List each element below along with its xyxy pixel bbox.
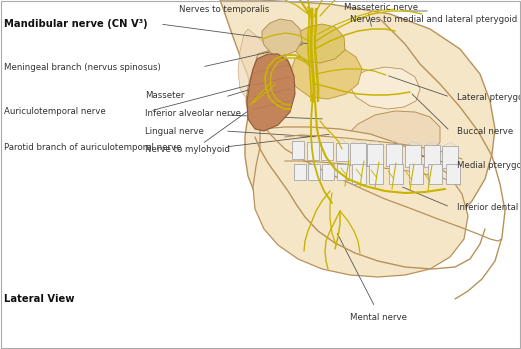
Polygon shape <box>321 142 333 160</box>
Polygon shape <box>350 143 366 165</box>
Polygon shape <box>294 164 306 180</box>
Polygon shape <box>337 164 349 180</box>
Polygon shape <box>405 144 421 166</box>
Text: Masseter: Masseter <box>145 90 184 99</box>
Polygon shape <box>340 111 440 171</box>
Polygon shape <box>442 146 458 168</box>
Polygon shape <box>367 143 383 165</box>
Text: Inferior alveolar nerve: Inferior alveolar nerve <box>145 110 241 119</box>
Polygon shape <box>369 164 383 184</box>
Text: Nerves to medial and lateral pterygoid: Nerves to medial and lateral pterygoid <box>350 15 517 23</box>
Polygon shape <box>409 164 423 184</box>
Polygon shape <box>424 145 440 167</box>
Polygon shape <box>246 51 293 121</box>
Text: Medial pterygoid: Medial pterygoid <box>457 161 521 170</box>
Polygon shape <box>292 24 345 63</box>
Polygon shape <box>220 0 495 251</box>
Polygon shape <box>308 164 320 180</box>
Polygon shape <box>428 164 442 184</box>
Polygon shape <box>350 67 420 109</box>
Text: Mental nerve: Mental nerve <box>350 312 406 321</box>
Text: Nerves to temporalis: Nerves to temporalis <box>179 5 269 14</box>
Polygon shape <box>446 164 460 184</box>
Text: Inferior dental nerves: Inferior dental nerves <box>457 202 521 211</box>
Polygon shape <box>336 142 348 161</box>
Polygon shape <box>322 164 334 180</box>
Polygon shape <box>292 141 304 159</box>
Polygon shape <box>262 19 302 56</box>
Polygon shape <box>253 127 468 277</box>
Polygon shape <box>389 164 403 184</box>
Text: Meningeal branch (nervus spinosus): Meningeal branch (nervus spinosus) <box>4 62 161 72</box>
Polygon shape <box>247 54 295 131</box>
Text: Buccal nerve: Buccal nerve <box>457 126 513 135</box>
Text: Lingual nerve: Lingual nerve <box>145 126 204 135</box>
Text: Lateral pterygoid: Lateral pterygoid <box>457 92 521 102</box>
Polygon shape <box>290 47 362 99</box>
Text: Auriculotemporal nerve: Auriculotemporal nerve <box>4 106 106 116</box>
Text: Nerve to mylohyoid: Nerve to mylohyoid <box>145 144 230 154</box>
Text: Lateral View: Lateral View <box>4 294 75 304</box>
Text: Mandibular nerve (CN V³): Mandibular nerve (CN V³) <box>4 19 147 29</box>
Polygon shape <box>238 29 280 101</box>
Text: Masseteric nerve: Masseteric nerve <box>344 2 418 12</box>
Polygon shape <box>386 144 402 166</box>
Polygon shape <box>307 141 319 159</box>
Text: Parotid branch of auriculotemporal nerve: Parotid branch of auriculotemporal nerve <box>4 142 181 151</box>
Polygon shape <box>352 164 366 184</box>
